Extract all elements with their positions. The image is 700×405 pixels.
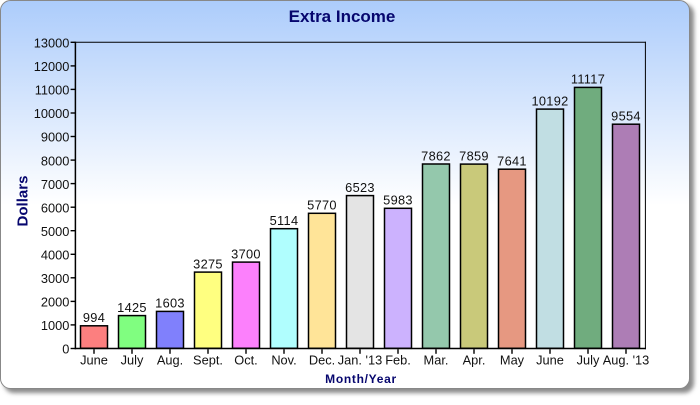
- svg-text:June: June: [536, 352, 564, 367]
- svg-text:9554: 9554: [611, 109, 641, 124]
- svg-text:994: 994: [83, 310, 105, 325]
- svg-text:Oct.: Oct.: [234, 352, 257, 367]
- svg-text:Mar.: Mar.: [424, 352, 449, 367]
- svg-text:1425: 1425: [117, 300, 147, 315]
- svg-text:12000: 12000: [34, 59, 70, 74]
- svg-text:3000: 3000: [41, 271, 69, 286]
- svg-text:5983: 5983: [383, 193, 413, 208]
- svg-text:6000: 6000: [41, 200, 69, 215]
- svg-text:Nov.: Nov.: [271, 352, 296, 367]
- svg-text:3700: 3700: [231, 246, 261, 261]
- svg-text:0: 0: [62, 342, 69, 357]
- svg-text:5770: 5770: [307, 198, 337, 213]
- svg-text:Month/Year: Month/Year: [325, 372, 397, 386]
- svg-text:1603: 1603: [155, 296, 185, 311]
- svg-text:3275: 3275: [193, 256, 223, 271]
- svg-text:10192: 10192: [531, 93, 568, 108]
- svg-text:5114: 5114: [270, 213, 299, 228]
- svg-text:Extra Income: Extra Income: [289, 7, 396, 26]
- svg-text:11000: 11000: [35, 83, 70, 98]
- svg-text:7000: 7000: [41, 177, 69, 192]
- svg-text:June: June: [80, 352, 108, 367]
- svg-text:9000: 9000: [41, 130, 69, 145]
- svg-text:6523: 6523: [345, 180, 375, 195]
- svg-text:July: July: [121, 352, 144, 367]
- svg-text:8000: 8000: [41, 153, 69, 168]
- svg-text:5000: 5000: [41, 224, 69, 239]
- svg-text:10000: 10000: [34, 106, 70, 121]
- svg-text:Jan. '13: Jan. '13: [338, 352, 382, 367]
- svg-text:July: July: [577, 352, 600, 367]
- svg-text:13000: 13000: [34, 36, 70, 51]
- svg-text:4000: 4000: [41, 248, 69, 263]
- svg-text:Aug.: Aug.: [157, 352, 183, 367]
- svg-text:Sept.: Sept.: [193, 352, 223, 367]
- svg-text:Dollars: Dollars: [14, 176, 31, 227]
- svg-text:7641: 7641: [497, 154, 527, 169]
- svg-text:Apr.: Apr.: [463, 352, 486, 367]
- svg-text:7862: 7862: [421, 148, 451, 163]
- svg-text:Dec.: Dec.: [309, 352, 335, 367]
- svg-text:May: May: [500, 352, 525, 367]
- svg-text:2000: 2000: [41, 295, 69, 310]
- svg-text:Aug. '13: Aug. '13: [603, 352, 650, 367]
- svg-text:7859: 7859: [459, 148, 489, 163]
- svg-text:Feb.: Feb.: [385, 352, 411, 367]
- svg-text:1000: 1000: [41, 318, 69, 333]
- svg-text:11117: 11117: [571, 72, 605, 87]
